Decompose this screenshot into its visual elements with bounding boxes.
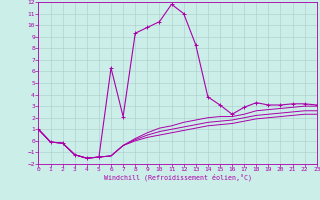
X-axis label: Windchill (Refroidissement éolien,°C): Windchill (Refroidissement éolien,°C) bbox=[104, 174, 252, 181]
